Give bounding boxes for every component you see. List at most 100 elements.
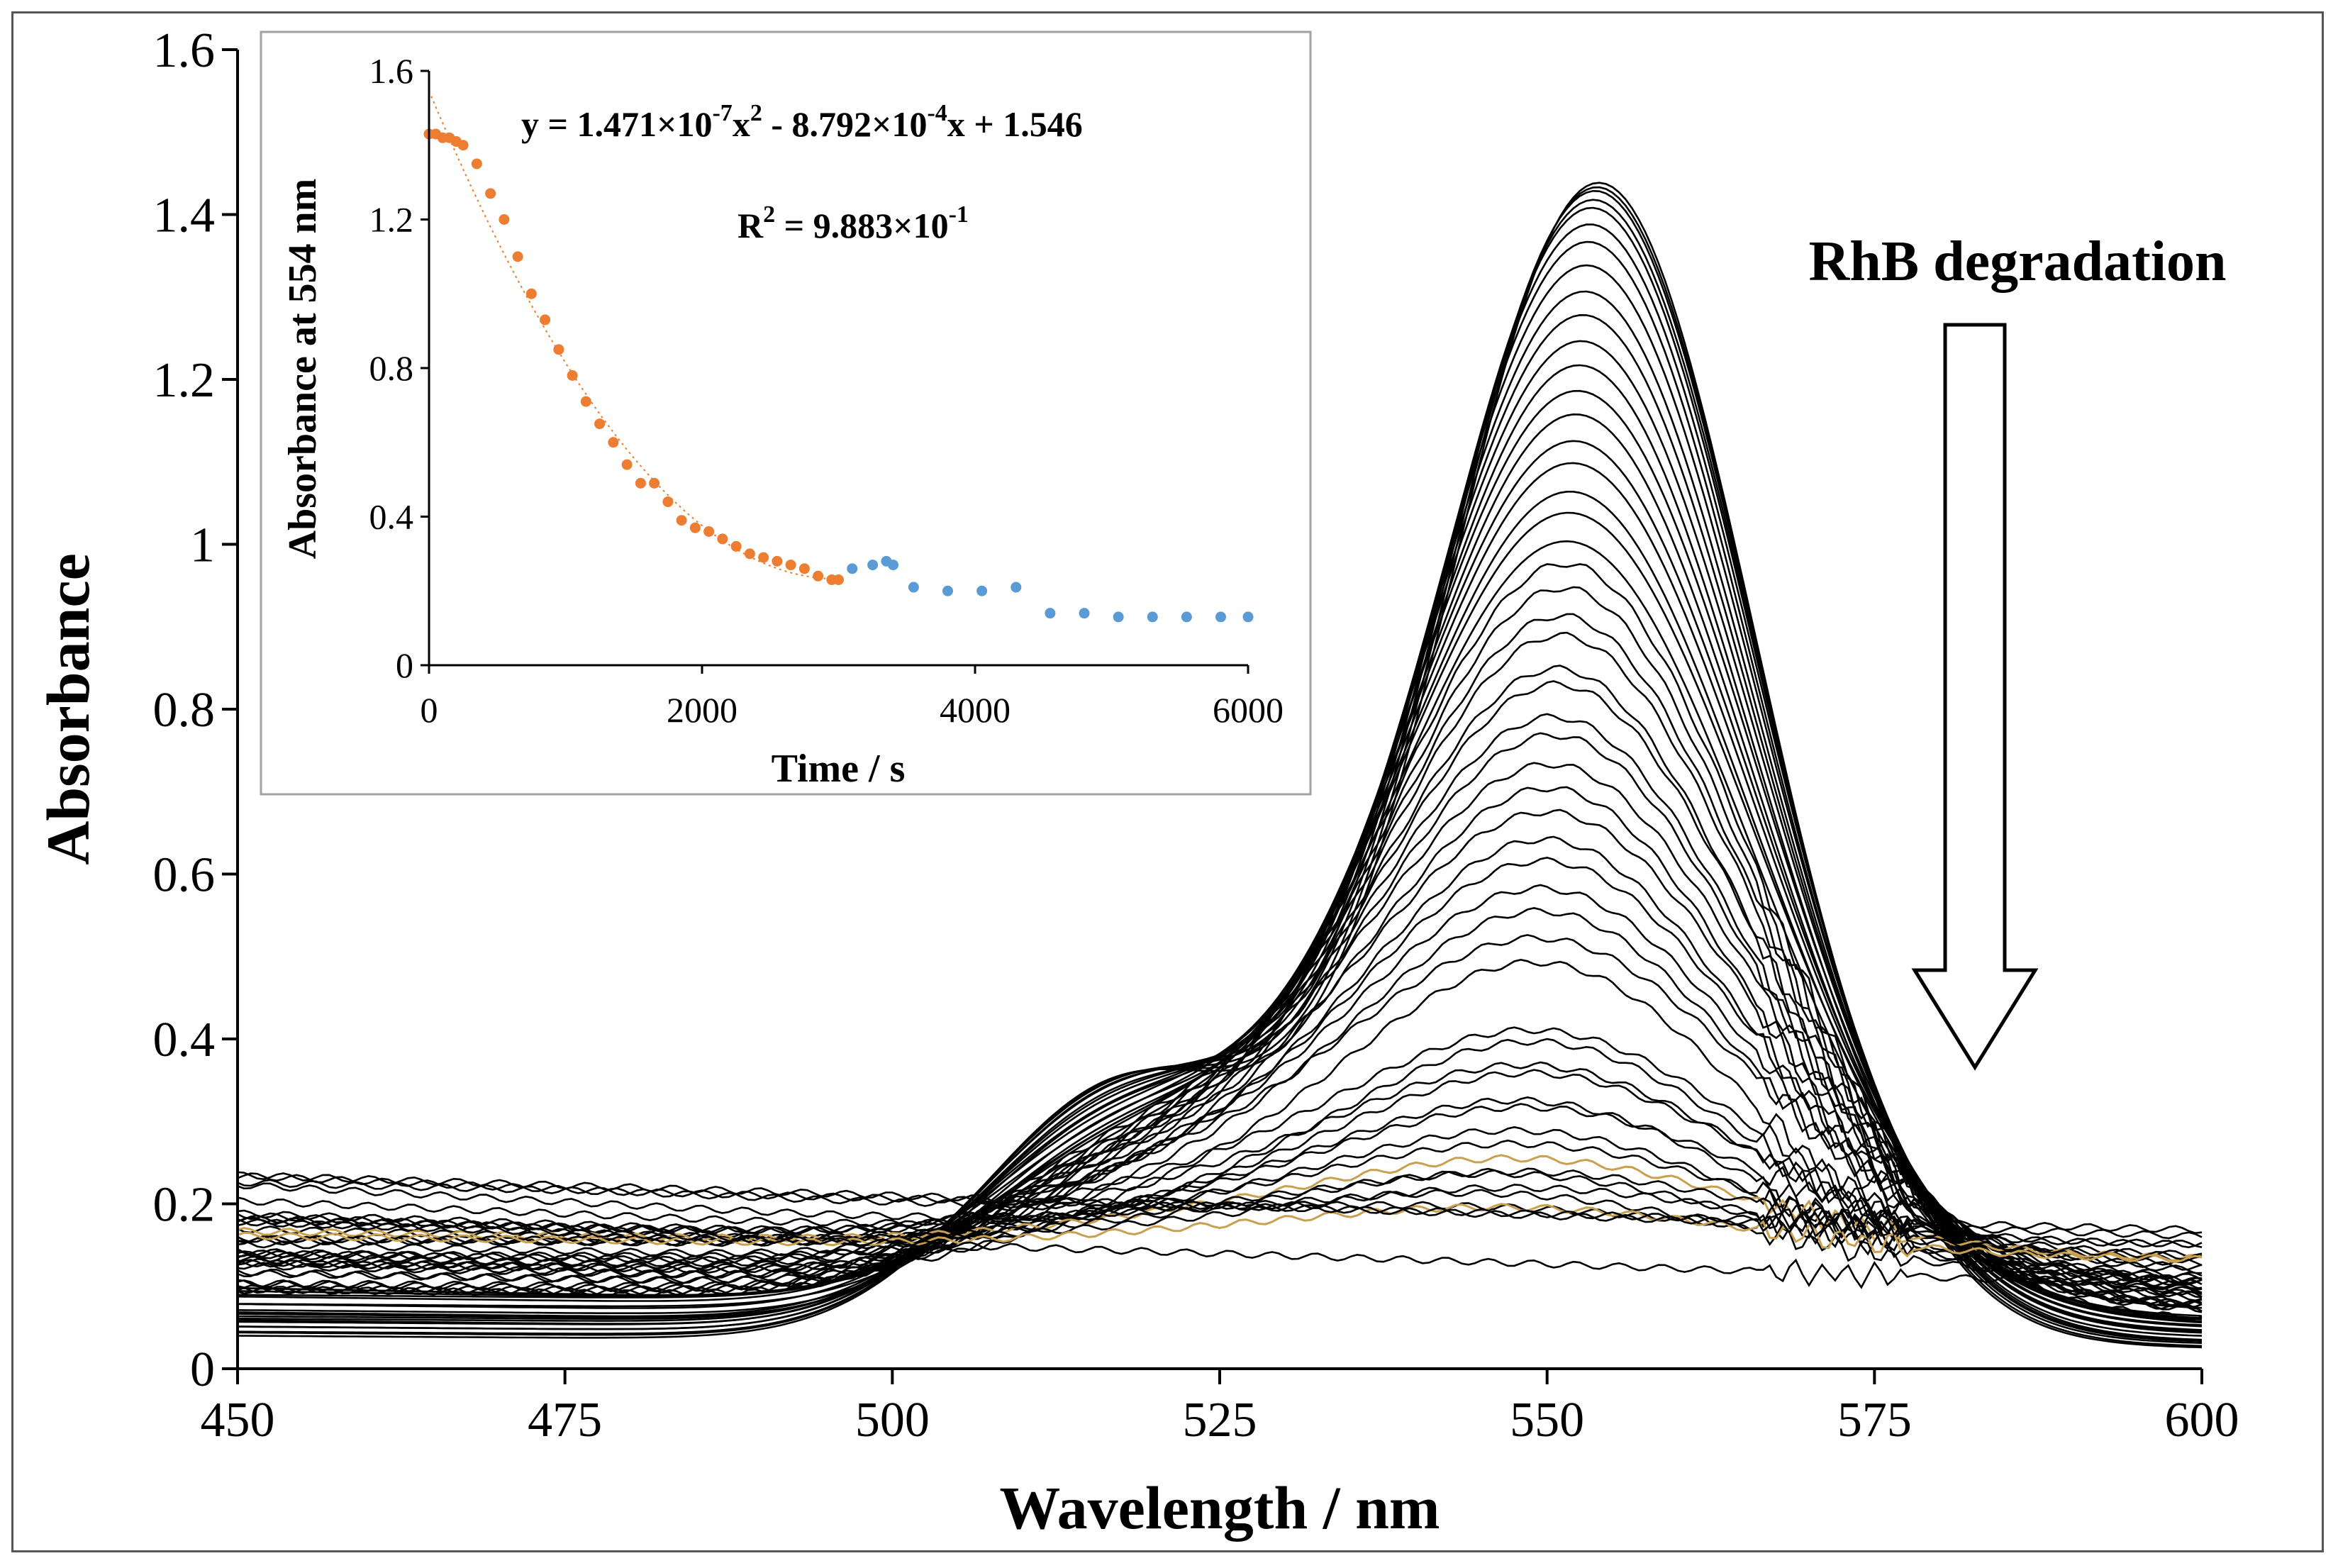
fit-line [428, 90, 839, 580]
remaining-point [942, 585, 953, 596]
main-y-tick-label: 0.6 [153, 848, 216, 903]
inset-y-tick-label: 0.4 [369, 497, 414, 537]
fitted-point [499, 214, 510, 225]
inset-y-title: Absorbance at 554 nm [281, 179, 325, 560]
inset-x-title: Time / s [772, 747, 906, 791]
spectrum-line [237, 762, 2203, 1294]
fit-equation: y = 1.471×10-7x2 - 8.792×10-4x + 1.546 [521, 100, 1083, 144]
remaining-point [1045, 608, 1056, 619]
main-y-tick-label: 1.4 [153, 189, 216, 243]
degradation-annotation: RhB degradation [1809, 230, 2227, 293]
remaining-point [1079, 608, 1090, 619]
spectrum-line [237, 1203, 2203, 1264]
remaining-point [1181, 611, 1192, 623]
main-x-tick-label: 550 [1510, 1393, 1584, 1447]
fitted-point [785, 560, 796, 571]
fitted-point [717, 533, 728, 545]
fitted-point [621, 459, 633, 470]
fitted-point [758, 552, 769, 563]
spectrum-line [237, 613, 2203, 1313]
spectrum-line [237, 732, 2203, 1298]
fitted-point [580, 396, 591, 407]
fitted-point [772, 555, 783, 567]
inset-x-ticks: 0 2000 4000 6000 [421, 665, 1284, 730]
remaining-point [1011, 582, 1022, 593]
fitted-point [471, 158, 482, 169]
main-x-tick-label: 575 [1837, 1393, 1912, 1447]
fitted-point [594, 418, 606, 430]
spectrum-line [237, 665, 2203, 1322]
spectrum-line [237, 1026, 2203, 1271]
inset-y-tick-label: 0.8 [369, 348, 414, 388]
fitted-point [689, 522, 701, 533]
spectrum-line [237, 835, 2203, 1306]
inset-y-ticks: 0 0.4 0.8 1.2 1.6 [369, 51, 429, 685]
fitted-point [662, 496, 674, 508]
fitted-point [540, 314, 551, 326]
inset-data-points [423, 128, 1254, 623]
fitted-point [567, 369, 578, 381]
inset-x-tick-label: 2000 [667, 690, 737, 730]
spectrum-line [237, 389, 2203, 1320]
spectrum-line [237, 1125, 2203, 1286]
remaining-point [976, 585, 988, 596]
fitted-point [813, 570, 824, 582]
main-y-tick-label: 1 [190, 518, 215, 573]
fitted-point [798, 563, 810, 574]
fitted-point [744, 548, 755, 560]
fitted-point [457, 140, 469, 151]
inset-y-tick-label: 1.2 [369, 200, 414, 240]
main-y-tick-label: 1.6 [153, 23, 216, 78]
x-axis-title: Wavelength / nm [999, 1474, 1440, 1542]
r-squared: R2 = 9.883×10-1 [737, 201, 969, 245]
remaining-point [908, 582, 919, 593]
main-x-tick-label: 475 [528, 1393, 602, 1447]
fitted-point [833, 574, 844, 586]
spectrum-line [237, 934, 2203, 1274]
fitted-point [730, 540, 742, 552]
degradation-arrow-icon [1911, 323, 2039, 1071]
y-axis-title: Absorbance [34, 553, 102, 865]
main-y-ticks: 0 0.2 0.4 0.6 0.8 1 1.2 1.4 1.6 [153, 23, 238, 1397]
fitted-point [635, 477, 646, 489]
remaining-point [1242, 611, 1254, 623]
main-x-tick-label: 600 [2165, 1393, 2239, 1447]
fitted-point [553, 344, 564, 355]
remaining-point [867, 560, 879, 571]
remaining-point [1147, 611, 1158, 623]
spectrum-line [237, 1179, 2203, 1235]
remaining-point [1113, 611, 1124, 623]
fitted-point [512, 251, 523, 262]
fitted-point [649, 477, 660, 489]
fitted-point [676, 515, 687, 526]
main-x-tick-label: 500 [855, 1393, 930, 1447]
spectrum-line [237, 1038, 2203, 1285]
spectrum-line [237, 884, 2203, 1286]
fitted-point [525, 288, 537, 299]
remaining-point [847, 563, 858, 574]
inset-x-tick-label: 4000 [940, 690, 1011, 730]
main-x-tick-label: 525 [1183, 1393, 1257, 1447]
main-y-tick-label: 0.4 [153, 1013, 216, 1067]
inset-fit-curve [428, 90, 839, 580]
remaining-point [1215, 611, 1226, 623]
main-x-tick-label: 450 [201, 1393, 275, 1447]
fitted-point [608, 437, 619, 448]
remaining-point [888, 560, 898, 571]
main-y-tick-label: 0.2 [153, 1178, 216, 1233]
fitted-point [485, 188, 496, 199]
spectrum-line [238, 511, 2203, 1309]
main-y-tick-label: 0 [190, 1342, 215, 1397]
spectra-curves [237, 182, 2203, 1349]
inset-x-tick-label: 6000 [1213, 690, 1284, 730]
inset-x-tick-label: 0 [421, 690, 438, 730]
spectrum-line [237, 1069, 2203, 1267]
fitted-point [703, 526, 715, 537]
spectrum-line [237, 1218, 2203, 1291]
inset-y-tick-label: 0 [396, 645, 413, 685]
main-y-tick-label: 1.2 [153, 353, 216, 408]
main-y-tick-label: 0.8 [153, 683, 216, 738]
inset-y-tick-label: 1.6 [369, 51, 414, 91]
inset-panel [260, 30, 1312, 796]
